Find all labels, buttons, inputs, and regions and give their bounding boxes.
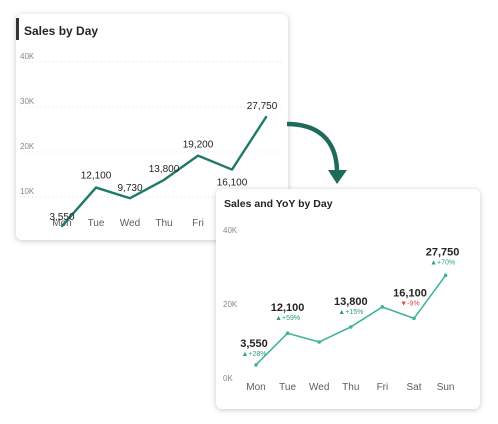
data-point	[443, 273, 448, 278]
x-tick-label: Thu	[155, 218, 172, 229]
x-tick-label: Fri	[192, 218, 204, 229]
sales-yoy-chart: 40K 20K 0K Mon Tue Wed Thu Fri Sat Sun 3,550▲+28% 1…	[223, 226, 460, 393]
data-label: 27,750	[247, 101, 278, 112]
x-tick-label: Tue	[279, 382, 296, 393]
data-label: 19,200	[183, 140, 214, 151]
x-tick-label: Sun	[437, 382, 455, 393]
yoy-label: ▲+70%	[430, 259, 455, 266]
data-point	[380, 305, 385, 309]
x-tick-label: Tue	[88, 218, 105, 229]
sales-by-day-card: Sales by Day 40K 30K 20K 10K Mon Tue Wed Thu Fri…	[16, 14, 288, 240]
x-tick-label: Wed	[309, 382, 329, 393]
chart-title: Sales by Day	[24, 24, 99, 38]
y-tick-label: 20K	[20, 142, 35, 151]
x-tick-label: Mon	[52, 218, 71, 229]
data-point	[254, 363, 258, 367]
curved-arrow-icon	[286, 121, 340, 171]
data-label: 12,100	[81, 171, 112, 182]
sales-yoy-card: Sales and YoY by Day 40K 20K 0K Mon Tue Wed Th…	[216, 189, 480, 409]
sales-by-day-chart: 40K 30K 20K 10K Mon Tue Wed Thu Fri 3,550 12,100 9,…	[20, 52, 284, 229]
y-tick-label: 40K	[223, 226, 238, 235]
data-label: 27,750	[426, 246, 460, 258]
data-label: 3,550	[240, 338, 268, 350]
y-tick-label: 0K	[223, 374, 233, 383]
data-point	[412, 316, 416, 321]
data-label: 16,100	[217, 178, 248, 189]
data-label: 9,730	[117, 183, 142, 194]
x-tick-label: Sat	[406, 382, 421, 393]
data-label: 3,550	[49, 212, 74, 223]
chart-title: Sales and YoY by Day	[224, 198, 333, 210]
yoy-label: ▲+28%	[241, 351, 266, 358]
data-point	[349, 325, 353, 329]
data-label: 13,800	[334, 296, 368, 308]
yoy-label: ▲+15%	[338, 309, 363, 316]
y-tick-label: 40K	[20, 52, 35, 61]
y-tick-label: 10K	[20, 187, 35, 196]
data-label: 12,100	[271, 302, 305, 314]
data-label: 16,100	[393, 287, 427, 299]
data-point	[285, 331, 290, 336]
y-tick-label: 20K	[223, 300, 238, 309]
x-tick-label: Fri	[377, 382, 389, 393]
arrow-head	[328, 170, 347, 184]
x-tick-label: Wed	[120, 218, 140, 229]
yoy-label: ▼-9%	[400, 300, 419, 307]
data-label: 13,800	[149, 164, 180, 175]
x-tick-label: Thu	[342, 382, 359, 393]
card-accent-bar	[16, 18, 19, 40]
x-tick-label: Mon	[246, 382, 265, 393]
y-tick-label: 30K	[20, 97, 35, 106]
yoy-label: ▲+59%	[275, 315, 300, 322]
sales-line	[60, 115, 268, 228]
data-point	[317, 340, 321, 344]
